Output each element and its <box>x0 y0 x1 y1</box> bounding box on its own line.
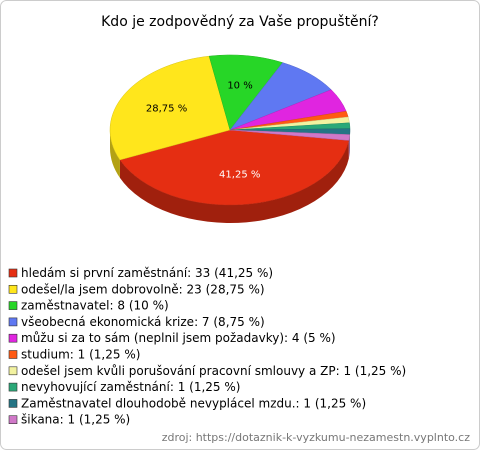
legend-label: všeobecná ekonomická krize: 7 (8,75 %) <box>21 315 265 329</box>
legend-swatch <box>9 318 17 326</box>
legend-swatch <box>9 285 17 293</box>
legend-swatch <box>9 416 17 424</box>
slice-label: 28,75 % <box>146 104 187 115</box>
slice-label: 41,25 % <box>219 170 260 181</box>
legend-swatch <box>9 334 17 342</box>
legend-swatch <box>9 367 17 375</box>
legend-swatch <box>9 399 17 407</box>
source: zdroj: https://dotaznik-k-vyzkumu-nezame… <box>162 431 471 444</box>
legend-label: zaměstnavatel: 8 (10 %) <box>21 299 169 313</box>
legend-label: nevyhovující zaměstnání: 1 (1,25 %) <box>21 380 240 394</box>
legend-label: šikana: 1 (1,25 %) <box>21 413 130 427</box>
slice-label: 10 % <box>227 80 252 91</box>
legend-label: hledám si první zaměstnání: 33 (41,25 %) <box>21 266 273 280</box>
legend-label: odešel/la jsem dobrovolně: 23 (28,75 %) <box>21 282 265 296</box>
legend-swatch <box>9 351 17 359</box>
legend-swatch <box>9 269 17 277</box>
chart-title: Kdo je zodpovědný za Vaše propuštění? <box>101 14 379 30</box>
legend-swatch <box>9 383 17 391</box>
legend-label: můžu si za to sám (neplnil jsem požadavk… <box>21 331 336 345</box>
legend-label: odešel jsem kvůli porušování pracovní sm… <box>21 364 406 378</box>
legend-swatch <box>9 302 17 310</box>
legend-label: studium: 1 (1,25 %) <box>21 348 140 362</box>
legend-label: Zaměstnavatel dlouhodobě nevyplácel mzdu… <box>21 396 366 410</box>
